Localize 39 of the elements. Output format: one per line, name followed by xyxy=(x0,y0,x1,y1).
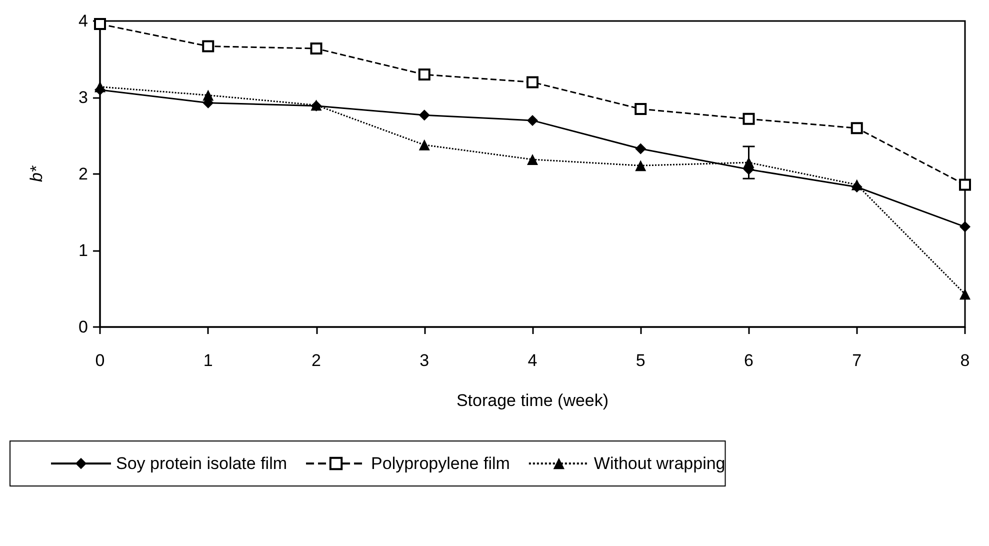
y-tick-label: 3 xyxy=(78,88,88,107)
point xyxy=(960,288,970,300)
x-tick-label: 0 xyxy=(95,351,105,370)
point xyxy=(742,112,755,125)
y-tick-label: 0 xyxy=(78,318,88,336)
point xyxy=(310,42,322,55)
point xyxy=(635,160,646,172)
y-axis-title: b* xyxy=(27,164,46,182)
point xyxy=(850,122,863,134)
x-tick-label: 2 xyxy=(312,351,321,370)
point xyxy=(959,178,971,191)
point xyxy=(635,143,646,154)
point xyxy=(94,81,106,92)
x-tick-label: 6 xyxy=(744,351,754,370)
legend-label: Soy protein isolate film xyxy=(116,454,288,473)
point xyxy=(526,76,538,88)
y-tick-label: 2 xyxy=(78,164,88,184)
x-tick-label: 1 xyxy=(203,351,213,370)
x-tick-label: 4 xyxy=(528,351,538,370)
point xyxy=(202,40,214,52)
legend-label: Without wrapping xyxy=(594,454,726,473)
legend-label: Polypropylene film xyxy=(371,454,510,473)
x-axis-title: Storage time (week) xyxy=(456,391,609,410)
point xyxy=(634,102,647,115)
point xyxy=(743,157,754,168)
point xyxy=(418,68,430,81)
point xyxy=(851,179,862,190)
x-tick-label: 8 xyxy=(960,351,970,370)
point xyxy=(202,90,214,101)
x-tick-label: 3 xyxy=(420,351,430,370)
x-tick-label: 7 xyxy=(852,351,862,370)
y-tick-label: 1 xyxy=(78,241,88,260)
y-tick-label: 4 xyxy=(78,12,88,30)
point xyxy=(960,221,970,232)
point xyxy=(418,139,430,150)
point xyxy=(527,154,538,165)
point xyxy=(527,114,538,126)
point xyxy=(418,110,430,121)
x-tick-label: 5 xyxy=(636,351,646,370)
